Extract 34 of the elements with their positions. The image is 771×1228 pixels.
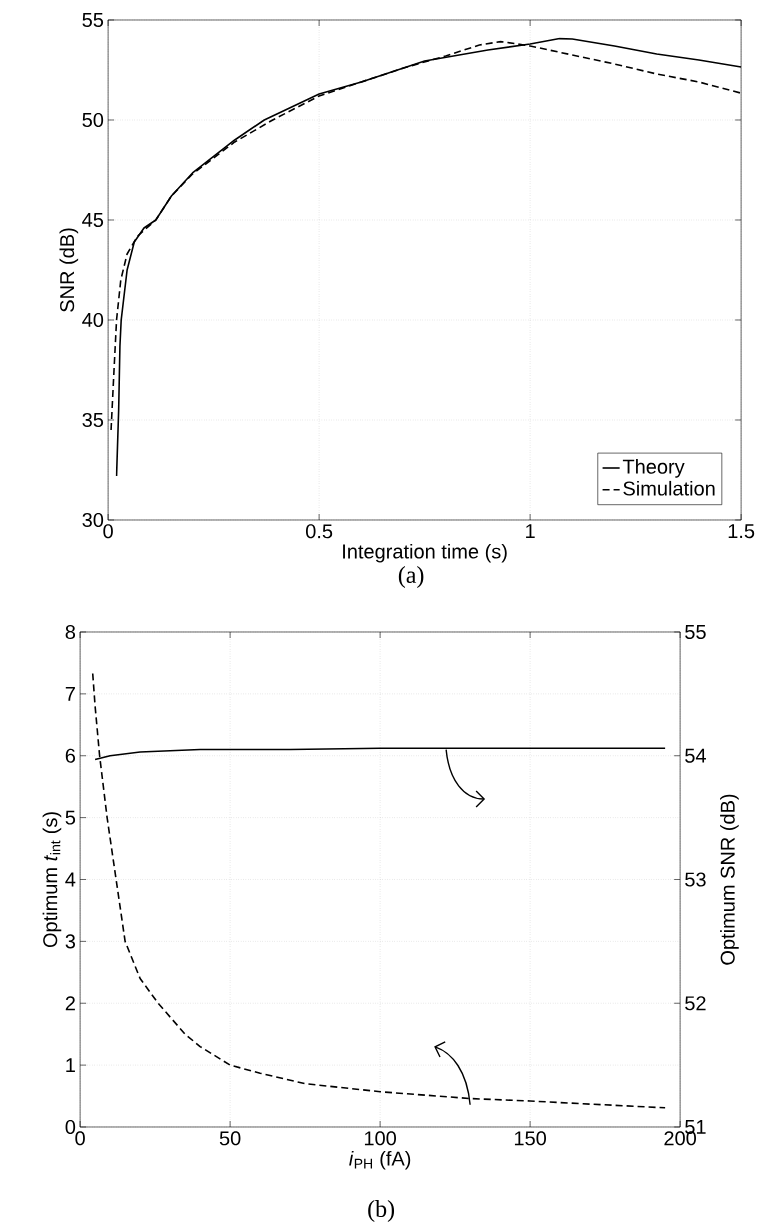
y-tick-label: 1 bbox=[66, 1058, 75, 1072]
x-tick-label: 50 bbox=[219, 1131, 241, 1146]
y-tick-label: 55 bbox=[82, 13, 104, 27]
y-axis-title: Optimum t$_{int}$ (s) bbox=[42, 812, 62, 948]
x-axis-title: Integration time (s) bbox=[343, 543, 507, 563]
y2-tick-label: 54 bbox=[685, 748, 706, 763]
text: (b) bbox=[368, 1200, 394, 1222]
y-tick-label: 6 bbox=[65, 748, 75, 763]
y-tick-label: 40 bbox=[82, 312, 104, 328]
y-tick-label: 2 bbox=[65, 996, 75, 1011]
legend-label: Simulation bbox=[623, 480, 715, 496]
x-tick-label: 1 bbox=[526, 524, 535, 538]
legend-label: Theory bbox=[622, 459, 685, 478]
y-tick-label: 30 bbox=[82, 512, 104, 528]
x-tick-label: 100 bbox=[364, 1131, 396, 1146]
y2-tick-label: 55 bbox=[685, 625, 706, 639]
y-tick-label: 5 bbox=[65, 810, 76, 825]
y-tick-label: 7 bbox=[65, 687, 75, 701]
y-tick-label: 0 bbox=[65, 1119, 76, 1135]
x-axis-title: i$_{PH}$ (fA) bbox=[349, 1150, 411, 1170]
x-tick-label: 0.5 bbox=[305, 524, 333, 539]
y2-axis-title: Optimum SNR (dB) bbox=[720, 794, 739, 965]
y-tick-label: 3 bbox=[65, 934, 75, 949]
y2-tick-label: 53 bbox=[685, 872, 706, 887]
y-axis-title: SNR (dB) bbox=[59, 228, 79, 312]
x-tick-label: 1.5 bbox=[728, 524, 755, 539]
y2-tick-label: 52 bbox=[685, 996, 706, 1011]
y-tick-label: 35 bbox=[82, 412, 104, 428]
y-tick-label: 45 bbox=[82, 213, 104, 227]
y-tick-label: 8 bbox=[65, 624, 75, 640]
y-tick-label: 50 bbox=[82, 112, 104, 128]
y-tick-label: 4 bbox=[65, 872, 76, 887]
text: (a) bbox=[398, 566, 424, 588]
x-tick-label: 150 bbox=[514, 1131, 546, 1146]
